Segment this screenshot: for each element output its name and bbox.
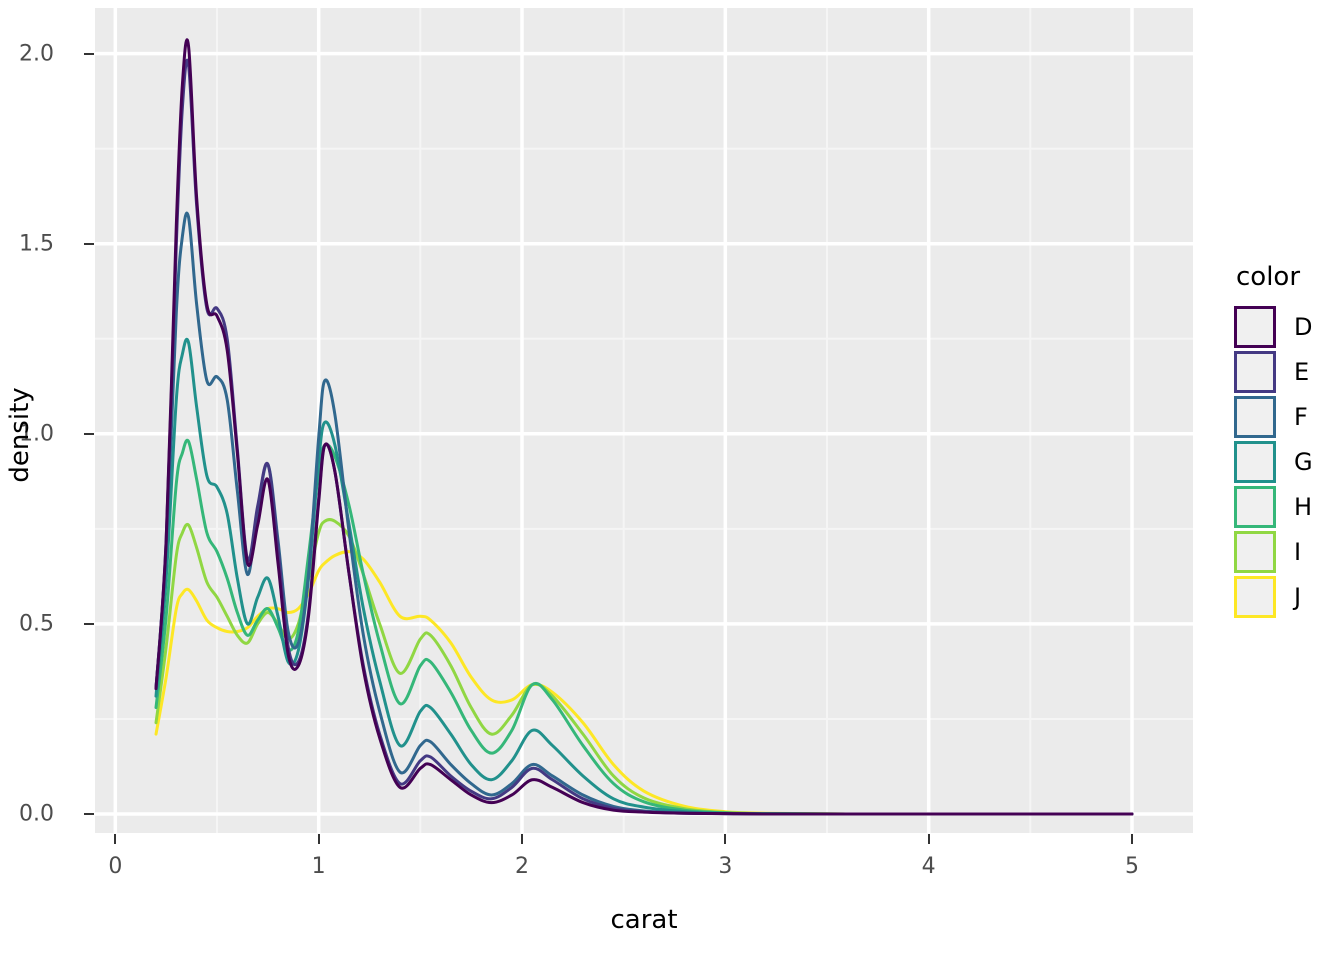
x-tick-label: 5	[1125, 854, 1139, 879]
density-curve-H	[154, 438, 1134, 816]
y-tick-label: 2.0	[19, 41, 54, 67]
y-tick-label: 0.0	[19, 801, 54, 827]
x-tick-label: 0	[108, 854, 123, 879]
legend-key-swatch	[1234, 440, 1276, 483]
density-curve-D	[154, 38, 1134, 816]
y-tick-label: 1.5	[19, 231, 54, 257]
x-tick-label: 4	[921, 854, 936, 879]
y-tick-label: 0.5	[19, 611, 54, 637]
y-tick-label: 1.0	[19, 421, 54, 447]
x-tick-label: 1	[311, 854, 326, 879]
density-curve-J	[154, 550, 1134, 816]
x-tick-mark	[114, 834, 117, 844]
legend-item-H[interactable]: H	[1234, 484, 1313, 529]
y-tick-mark	[84, 432, 94, 435]
y-tick-mark	[84, 812, 94, 815]
x-tick-label: 3	[718, 854, 733, 879]
legend-key-swatch	[1234, 485, 1276, 528]
legend-item-J[interactable]: J	[1234, 574, 1313, 619]
legend-key-swatch	[1234, 575, 1276, 618]
x-tick-mark	[1131, 834, 1133, 844]
legend-item-F[interactable]: F	[1234, 394, 1313, 439]
legend-item-label: H	[1294, 492, 1313, 521]
y-tick-mark	[84, 622, 94, 625]
x-tick-label: 2	[515, 854, 529, 879]
legend-item-I[interactable]: I	[1234, 529, 1313, 574]
legend-item-G[interactable]: G	[1234, 439, 1313, 484]
density-curve-I	[154, 518, 1134, 816]
legend-key-swatch	[1234, 305, 1276, 348]
legend-item-label: I	[1294, 537, 1302, 566]
legend-item-E[interactable]: E	[1234, 349, 1313, 394]
legend-key-swatch	[1234, 395, 1276, 438]
x-tick-mark	[927, 834, 930, 844]
y-axis-title: density	[5, 387, 35, 483]
x-tick-mark	[724, 834, 727, 844]
x-axis-title: carat	[610, 905, 678, 935]
x-tick-mark	[317, 834, 320, 844]
y-axis-ticks: 0.0 0.5 1.0 1.5 2.0	[0, 0, 94, 960]
density-curve-F	[154, 211, 1134, 816]
density-curve-E	[154, 58, 1134, 816]
y-tick-mark	[84, 242, 94, 245]
density-curves-svg	[95, 8, 1193, 833]
legend-item-label: F	[1294, 402, 1308, 431]
legend-title: color	[1236, 262, 1301, 292]
density-curve-G	[154, 337, 1134, 816]
legend-key-swatch	[1234, 530, 1276, 573]
x-tick-mark	[521, 834, 523, 844]
legend-key-swatch	[1234, 350, 1276, 393]
legend-item-D[interactable]: D	[1234, 304, 1313, 349]
legend-item-label: E	[1294, 357, 1310, 386]
plot-panel	[95, 8, 1193, 833]
y-tick-mark	[84, 52, 94, 55]
legend-item-label: G	[1294, 447, 1313, 476]
legend-item-label: D	[1294, 312, 1313, 341]
legend-item-label: J	[1294, 582, 1302, 611]
